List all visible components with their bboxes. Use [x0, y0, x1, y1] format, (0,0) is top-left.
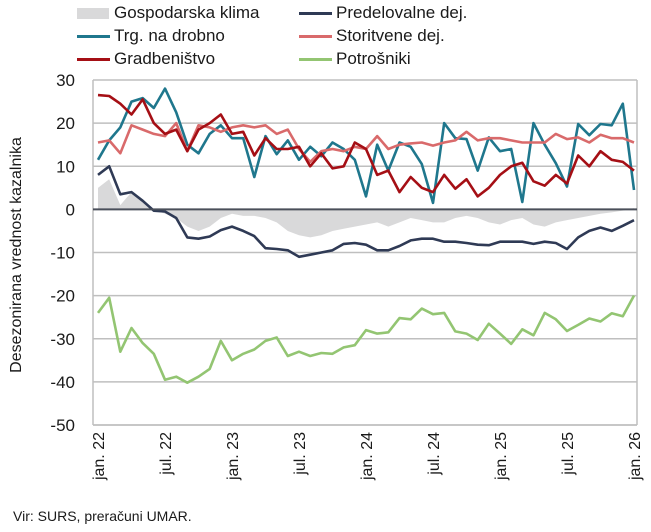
legend-label: Predelovalne dej. [336, 3, 468, 22]
line-predelovalne-dej [97, 165, 635, 259]
y-axis-label: Desezonirana vrednost kazalnika [8, 137, 25, 373]
legend-swatch [299, 34, 332, 38]
legend-item-gospodarska-klima: Gospodarska klima [77, 3, 260, 23]
legend-swatch [299, 11, 332, 15]
line-series [96, 87, 636, 385]
x-tick-label: jul. 23 [292, 432, 309, 476]
x-tick-label: jan. 25 [493, 432, 510, 481]
y-tick-label: -30 [50, 330, 75, 349]
y-tick-label: 0 [66, 200, 75, 219]
legend-item-potrosniki: Potrošniki [299, 49, 411, 69]
x-tick-labels: jan. 22 jul. 22 jan. 23 jul. 23 jan. 24 jul. … [91, 432, 644, 481]
y-tick-label: -40 [50, 373, 75, 392]
line-trg-na-drobno [96, 87, 636, 205]
y-tick-label: -50 [50, 416, 75, 435]
legend-swatch [77, 7, 109, 19]
legend-label: Trg. na drobno [114, 26, 225, 45]
legend-item-predelovalne-dej: Predelovalne dej. [299, 3, 467, 23]
legend-swatch [77, 57, 110, 61]
x-tick-label: jul. 24 [426, 432, 443, 476]
legend-label: Potrošniki [336, 49, 411, 68]
x-tick-label: jan. 24 [359, 432, 376, 481]
legend: Gospodarska klima Predelovalne dej. Trg.… [0, 0, 651, 72]
y-tick-label: 10 [56, 157, 75, 176]
x-tick-label: jul. 22 [158, 432, 175, 476]
y-tick-label: 20 [56, 114, 75, 133]
x-tick-label: jan. 23 [225, 432, 242, 481]
y-tick-label: -20 [50, 287, 75, 306]
legend-label: Storitvene dej. [336, 26, 445, 45]
axes [92, 80, 638, 426]
line-storitvene-dej [97, 121, 635, 164]
gridlines [93, 79, 637, 426]
legend-item-trg-na-drobno: Trg. na drobno [77, 26, 225, 46]
y-tick-label: -10 [50, 244, 75, 263]
line-potrosniki [96, 294, 636, 385]
area-series [98, 179, 634, 238]
line-gradbenistvo [97, 93, 635, 198]
legend-label: Gospodarska klima [114, 3, 260, 22]
area-gospodarska-klima [98, 179, 634, 238]
legend-item-gradbenistvo: Gradbeništvo [77, 49, 215, 69]
legend-swatch [77, 34, 110, 38]
y-tick-labels: 30 20 10 0 -10 -20 -30 -40 -50 [50, 71, 75, 435]
source-note: Vir: SURS, preračuni UMAR. [13, 508, 192, 524]
x-tick-label: jan. 26 [627, 432, 644, 481]
legend-item-storitvene-dej: Storitvene dej. [299, 26, 445, 46]
y-tick-label: 30 [56, 71, 75, 90]
legend-label: Gradbeništvo [114, 49, 216, 68]
x-tick-label: jul. 25 [560, 432, 577, 476]
legend-swatch [299, 57, 332, 61]
x-tick-label: jan. 22 [91, 432, 108, 481]
